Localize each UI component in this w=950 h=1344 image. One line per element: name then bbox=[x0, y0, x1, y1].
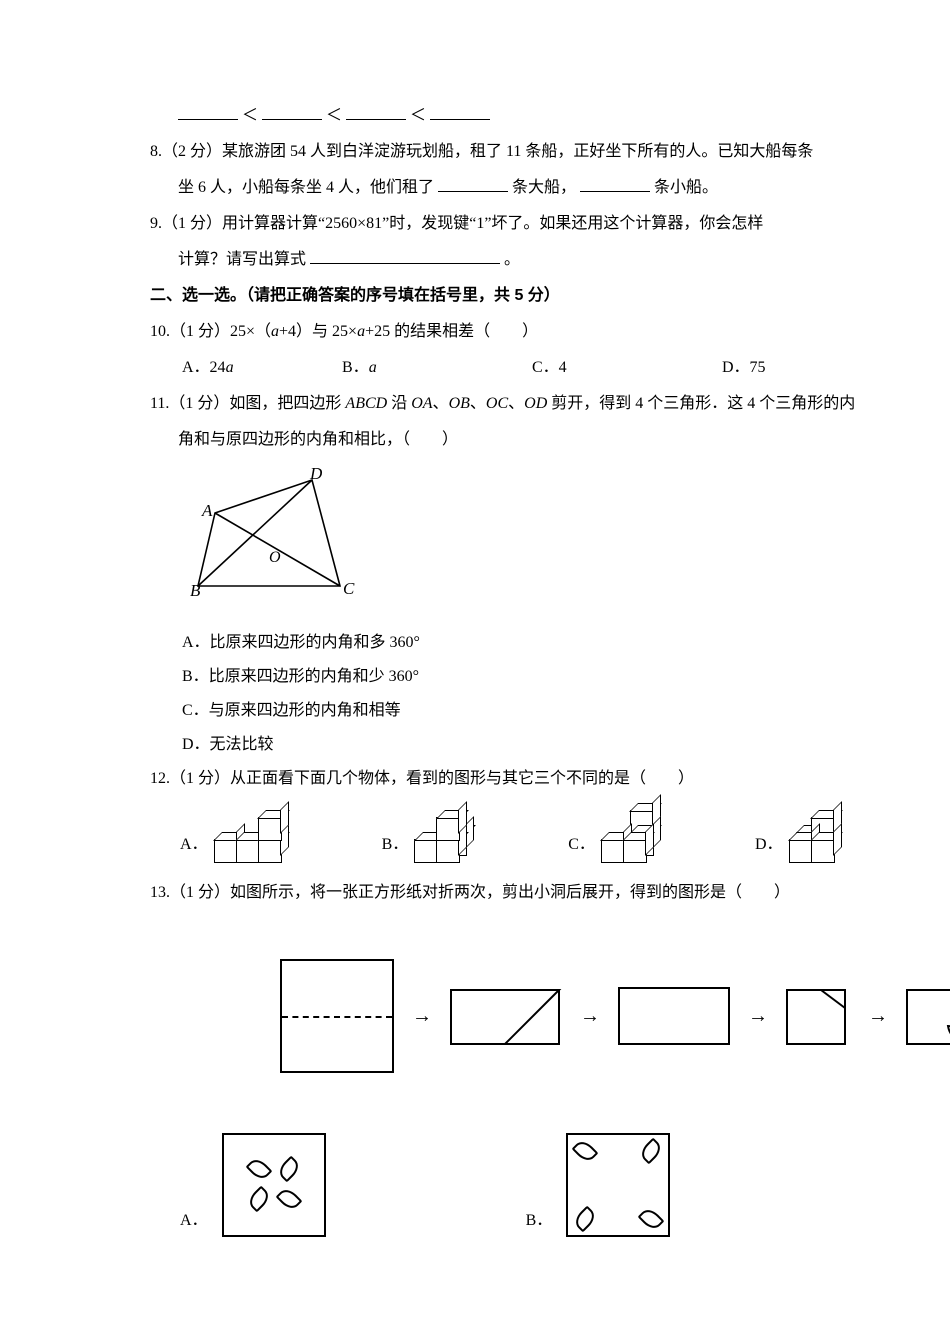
q13-fold-sequence: → → → → bbox=[150, 959, 950, 1073]
label: A． bbox=[180, 829, 208, 863]
q13-option-b[interactable]: B． bbox=[526, 1133, 671, 1237]
q10-stem: 10.（1 分）25×（a+4）与 25×a+25 的结果相差（ ） bbox=[150, 316, 950, 348]
q10-option-b[interactable]: B．a bbox=[342, 352, 532, 384]
blank[interactable] bbox=[430, 103, 490, 120]
svg-text:D: D bbox=[309, 468, 323, 483]
label: B． bbox=[526, 1205, 553, 1237]
fold-step2 bbox=[450, 985, 562, 1047]
var-a: a bbox=[226, 359, 234, 376]
arrow-icon: → bbox=[748, 996, 768, 1036]
oa: OA bbox=[411, 395, 432, 412]
q8-line2: 坐 6 人，小船每条坐 4 人，他们租了 条大船， 条小船。 bbox=[150, 172, 950, 204]
q12-option-b[interactable]: B． bbox=[382, 809, 479, 863]
text: +4）与 25× bbox=[279, 323, 357, 340]
q13-options: A． B． bbox=[150, 1133, 950, 1237]
q10-option-a[interactable]: A．24a bbox=[182, 352, 342, 384]
fold-step4 bbox=[786, 986, 850, 1046]
q12-stem: 12.（1 分）从正面看下面几个物体，看到的图形与其它三个不同的是（ ） bbox=[150, 763, 950, 795]
abcd: ABCD bbox=[345, 395, 387, 412]
text: 坐 6 人，小船每条坐 4 人，他们租了 bbox=[178, 179, 438, 196]
lt: ＜ bbox=[326, 107, 342, 124]
arrow-icon: → bbox=[412, 996, 432, 1036]
label: D． bbox=[755, 829, 783, 863]
q11-figure: A B C D O bbox=[190, 468, 950, 615]
label: A．24 bbox=[182, 359, 226, 376]
blank-big-boats[interactable] bbox=[438, 175, 508, 192]
lt: ＜ bbox=[410, 107, 426, 124]
text: 条大船， bbox=[512, 179, 576, 196]
q13-figure-a bbox=[222, 1133, 326, 1237]
q12-option-a[interactable]: A． bbox=[180, 809, 292, 863]
fold-step5 bbox=[906, 986, 950, 1046]
cube-shape-b bbox=[414, 809, 478, 863]
q9-line1: 9.（1 分）用计算器计算“2560×81”时，发现键“1”坏了。如果还用这个计… bbox=[150, 208, 950, 240]
oc: OC bbox=[486, 395, 508, 412]
text: 9.（1 分）用计算器计算“2560×81”时，发现键“1”坏了。如果还用这个计… bbox=[150, 215, 763, 232]
ob: OB bbox=[449, 395, 470, 412]
lt: ＜ bbox=[242, 107, 258, 124]
cube-shape-c bbox=[601, 809, 665, 863]
text: 13.（1 分）如图所示，将一张正方形纸对折两次，剪出小洞后展开，得到的图形是（… bbox=[150, 884, 790, 901]
text: 。 bbox=[504, 251, 520, 268]
cube-shape-d bbox=[789, 809, 853, 863]
text: 计算？请写出算式 bbox=[178, 251, 310, 268]
svg-text:A: A bbox=[201, 501, 213, 520]
fold-step1 bbox=[280, 959, 394, 1073]
blank-expression[interactable] bbox=[310, 247, 500, 264]
q13-stem: 13.（1 分）如图所示，将一张正方形纸对折两次，剪出小洞后展开，得到的图形是（… bbox=[150, 877, 950, 909]
q7-tail: ＜ ＜ ＜ bbox=[150, 100, 950, 132]
svg-text:C: C bbox=[343, 579, 355, 598]
blank[interactable] bbox=[346, 103, 406, 120]
fold-line bbox=[282, 1016, 392, 1018]
text: 8.（2 分）某旅游团 54 人到白洋淀游玩划船，租了 11 条船，正好坐下所有… bbox=[150, 143, 813, 160]
text: 二、选一选。（请把正确答案的序号填在括号里，共 5 分） bbox=[150, 287, 560, 304]
q11-option-c[interactable]: C．与原来四边形的内角和相等 bbox=[182, 695, 950, 727]
q9-line2: 计算？请写出算式 。 bbox=[150, 244, 950, 276]
var-a: a bbox=[271, 323, 279, 340]
blank[interactable] bbox=[262, 103, 322, 120]
q11-line1: 11.（1 分）如图，把四边形 ABCD 沿 OA、OB、OC、OD 剪开，得到… bbox=[150, 388, 950, 420]
od: OD bbox=[524, 395, 547, 412]
var-a: a bbox=[357, 323, 365, 340]
label: C． bbox=[568, 829, 595, 863]
text: 条小船。 bbox=[654, 179, 718, 196]
var-a: a bbox=[369, 359, 377, 376]
arrow-icon: → bbox=[580, 996, 600, 1036]
q13-option-a[interactable]: A． bbox=[180, 1133, 326, 1237]
blank-small-boats[interactable] bbox=[580, 175, 650, 192]
cube-shape-a bbox=[214, 809, 292, 863]
q10-options: A．24a B．a C．4 D．75 bbox=[150, 352, 950, 384]
text: 角和与原四边形的内角和相比，（ ） bbox=[178, 431, 458, 448]
text: 剪开，得到 4 个三角形．这 4 个三角形的内 bbox=[547, 395, 855, 412]
arrow-icon: → bbox=[868, 996, 888, 1036]
q11-line2: 角和与原四边形的内角和相比，（ ） bbox=[150, 424, 950, 456]
q11-options: A．比原来四边形的内角和多 360° B．比原来四边形的内角和少 360° C．… bbox=[150, 627, 950, 761]
q8-line1: 8.（2 分）某旅游团 54 人到白洋淀游玩划船，租了 11 条船，正好坐下所有… bbox=[150, 136, 950, 168]
q11-option-a[interactable]: A．比原来四边形的内角和多 360° bbox=[182, 627, 950, 659]
svg-text:B: B bbox=[190, 581, 201, 600]
svg-text:O: O bbox=[269, 549, 281, 566]
label: B． bbox=[342, 359, 369, 376]
label: B． bbox=[382, 829, 409, 863]
blank[interactable] bbox=[178, 103, 238, 120]
text: 沿 bbox=[387, 395, 411, 412]
text: +25 的结果相差（ ） bbox=[365, 323, 538, 340]
text: 10.（1 分）25×（ bbox=[150, 323, 271, 340]
fold-step3 bbox=[618, 987, 730, 1045]
q10-option-c[interactable]: C．4 bbox=[532, 352, 722, 384]
q12-option-c[interactable]: C． bbox=[568, 809, 665, 863]
text: 11.（1 分）如图，把四边形 bbox=[150, 395, 345, 412]
section2-heading: 二、选一选。（请把正确答案的序号填在括号里，共 5 分） bbox=[150, 280, 950, 312]
q12-options: A． B． C． D． bbox=[150, 809, 950, 863]
q12-option-d[interactable]: D． bbox=[755, 809, 853, 863]
q13-figure-b bbox=[566, 1133, 670, 1237]
text: 12.（1 分）从正面看下面几个物体，看到的图形与其它三个不同的是（ ） bbox=[150, 770, 694, 787]
q11-option-b[interactable]: B．比原来四边形的内角和少 360° bbox=[182, 661, 950, 693]
q10-option-d[interactable]: D．75 bbox=[722, 352, 766, 384]
q11-option-d[interactable]: D．无法比较 bbox=[182, 729, 950, 761]
quadrilateral-diagram: A B C D O bbox=[190, 468, 370, 603]
label: A． bbox=[180, 1205, 208, 1237]
